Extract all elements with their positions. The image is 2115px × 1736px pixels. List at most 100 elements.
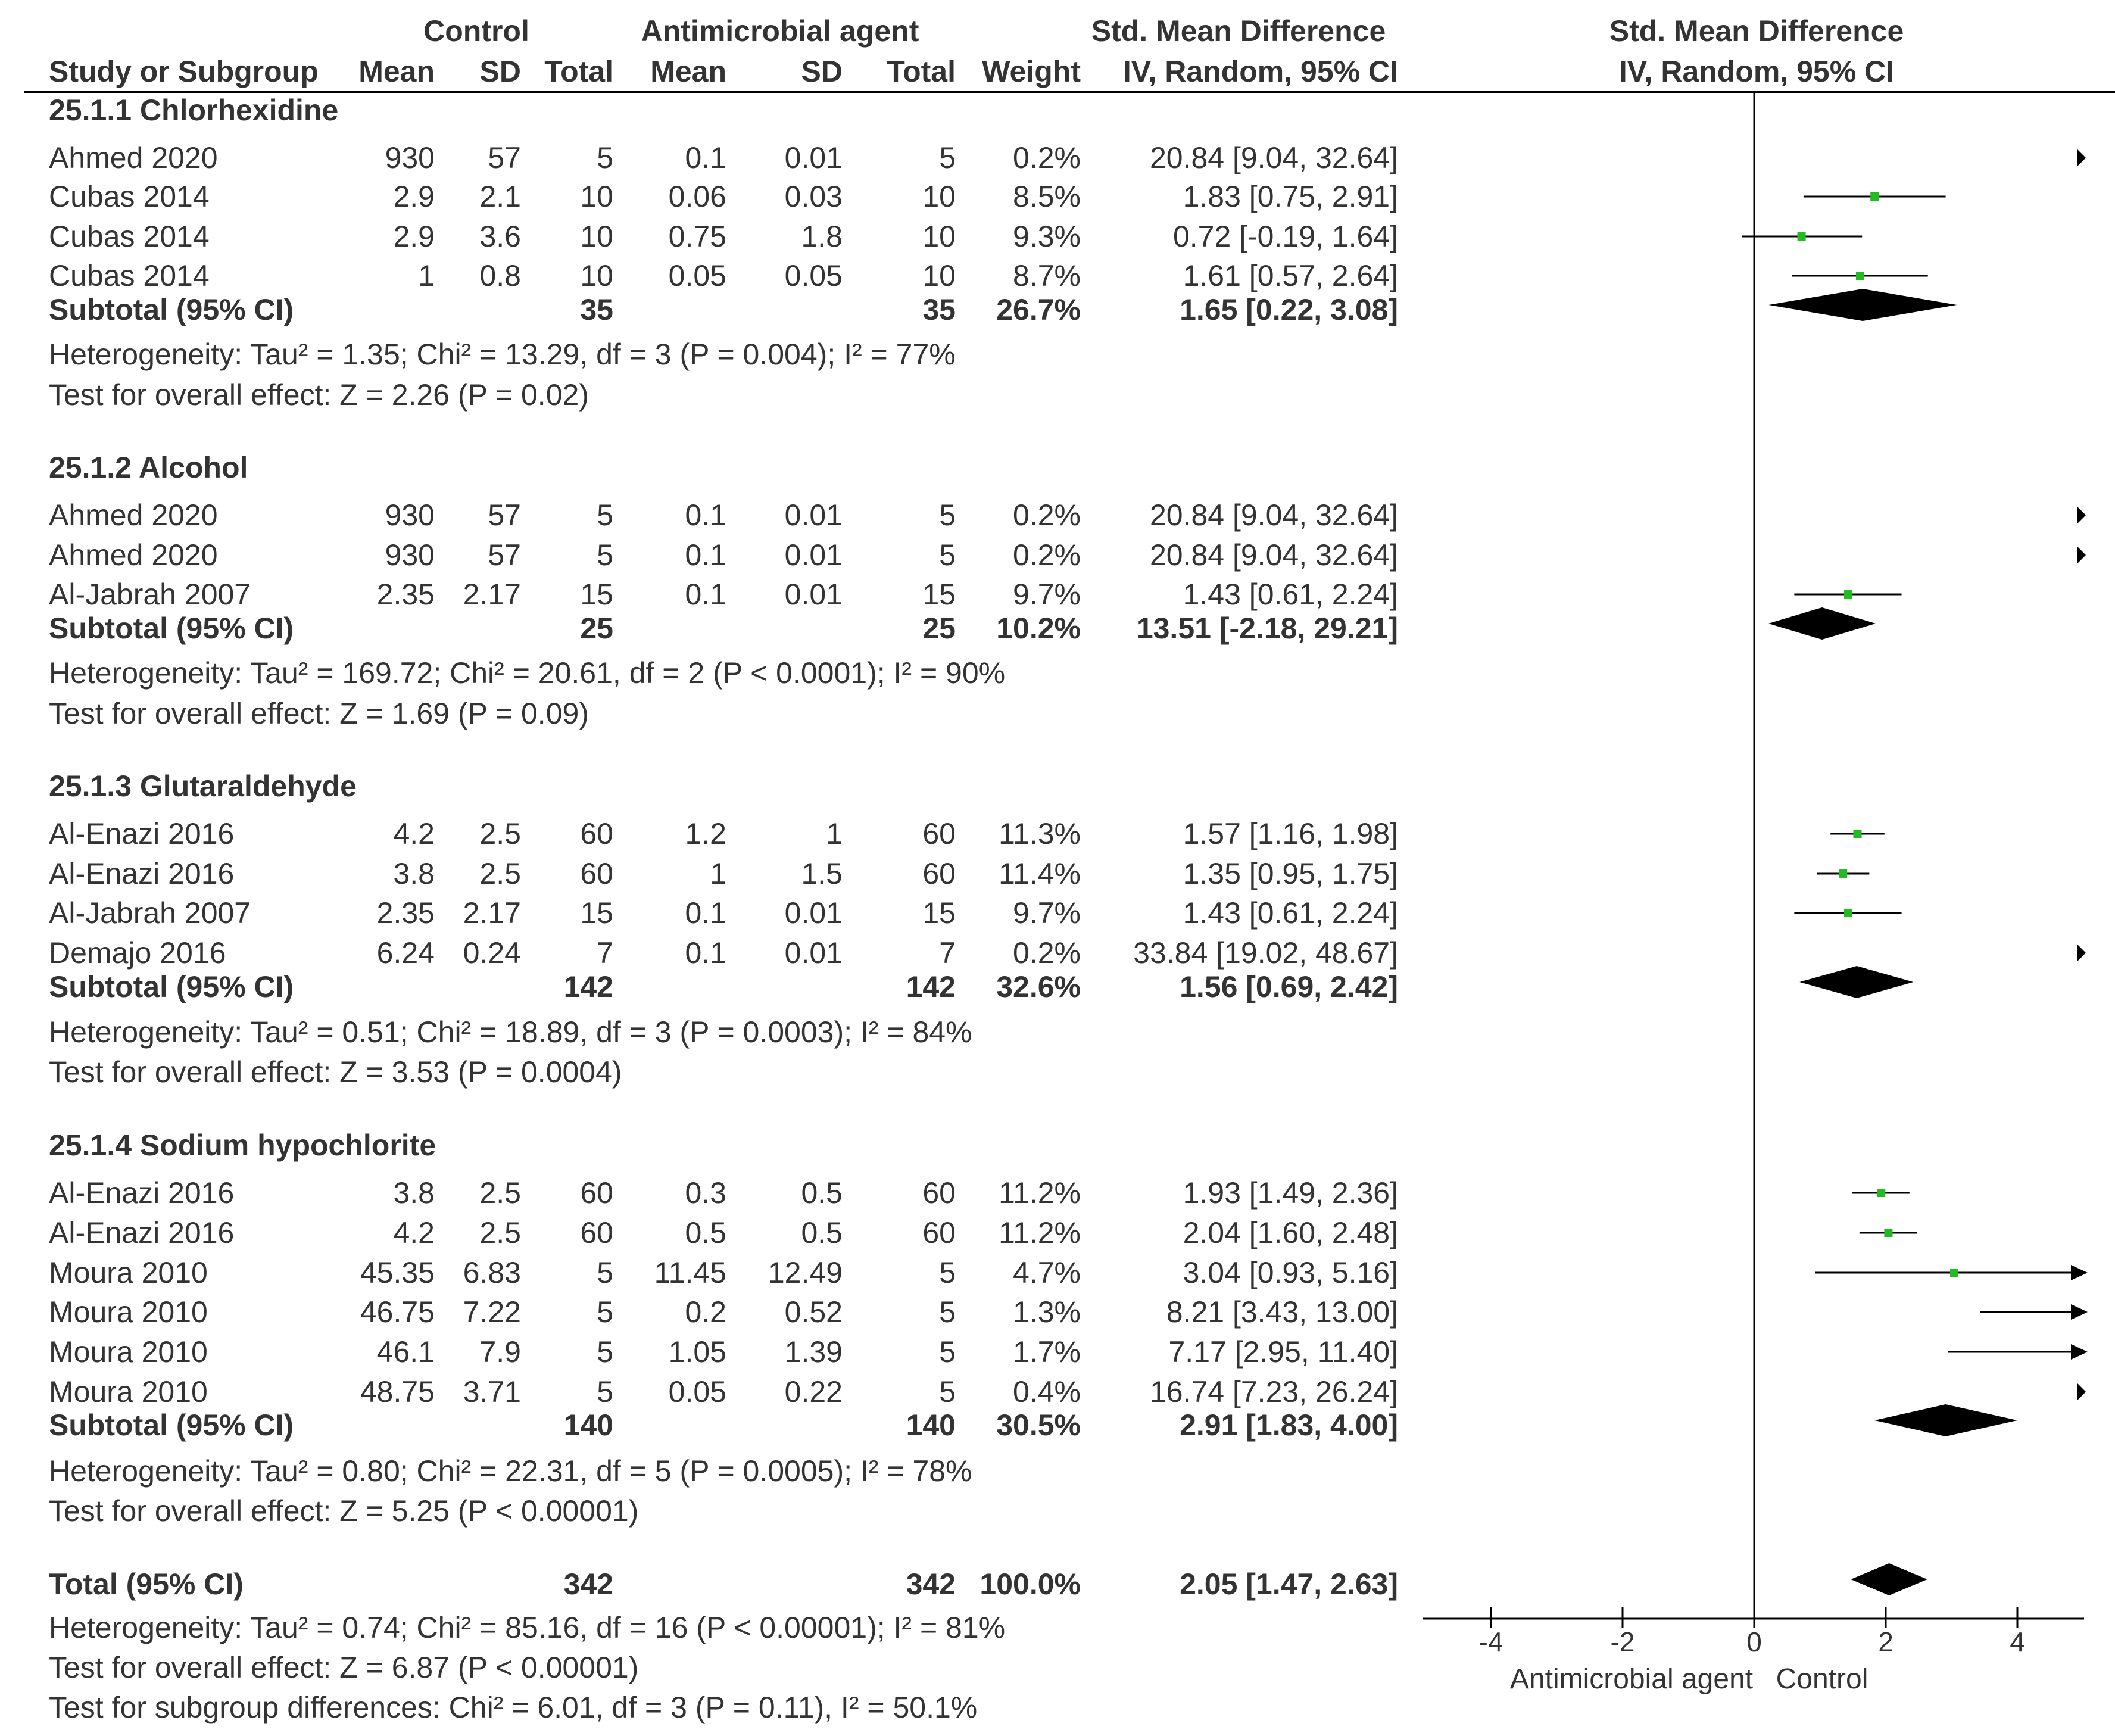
point-estimate <box>1844 590 1853 599</box>
x-tick-label: 2 <box>1878 1626 1893 1657</box>
favours-right-label: Control <box>1776 1663 1868 1695</box>
cell-c-mean: 3.8 <box>393 857 435 890</box>
cell-c-mean: 45.35 <box>360 1256 435 1289</box>
cell-ci: 3.04 [0.93, 5.16] <box>1183 1256 1398 1289</box>
cell-c-mean: 930 <box>385 538 435 572</box>
statistics-note: Test for overall effect: Z = 5.25 (P < 0… <box>49 1494 639 1528</box>
cell-c-total: 5 <box>597 141 613 174</box>
header-method: IV, Random, 95% CI <box>1122 55 1398 88</box>
cell-a-total: 10 <box>922 180 956 213</box>
cell-c-sd: 2.5 <box>479 1216 521 1249</box>
study-name: Cubas 2014 <box>49 259 210 292</box>
statistics-note: Heterogeneity: Tau² = 0.51; Chi² = 18.89… <box>49 1015 972 1049</box>
cell-weight: 0.4% <box>1013 1375 1081 1408</box>
cell-ci: 20.84 [9.04, 32.64] <box>1149 141 1398 174</box>
cell-c-mean: 46.1 <box>376 1335 435 1369</box>
cell-c-sd: 2.5 <box>479 857 521 890</box>
cell-weight: 26.7% <box>996 293 1081 326</box>
point-estimate <box>1877 1189 1886 1197</box>
pooled-diamond <box>1768 289 1957 321</box>
cell-c-total: 140 <box>563 1408 613 1442</box>
cell-a-total: 7 <box>939 936 956 970</box>
header-smd: Std. Mean Difference <box>1091 14 1386 48</box>
header-a-mean: Mean <box>650 55 726 88</box>
cell-a-mean: 0.2 <box>685 1295 726 1329</box>
cell-a-mean: 0.1 <box>685 498 726 532</box>
cell-c-mean: 4.2 <box>393 817 435 850</box>
cell-a-mean: 11.45 <box>654 1256 726 1289</box>
statistics-note: Test for overall effect: Z = 6.87 (P < 0… <box>49 1651 639 1684</box>
cell-c-total: 142 <box>563 970 613 1003</box>
cell-a-mean: 0.1 <box>685 936 726 970</box>
cell-weight: 9.7% <box>1013 896 1081 930</box>
subgroup-heading: 25.1.4 Sodium hypochlorite <box>49 1129 436 1162</box>
cell-ci: 2.05 [1.47, 2.63] <box>1180 1567 1398 1601</box>
cell-c-sd: 0.24 <box>463 936 521 970</box>
cell-a-mean: 1.05 <box>668 1335 726 1369</box>
cell-a-sd: 1.5 <box>801 857 843 890</box>
cell-a-total: 5 <box>939 1375 956 1408</box>
point-estimate <box>1855 272 1864 280</box>
cell-ci: 33.84 [19.02, 48.67] <box>1133 936 1398 970</box>
cell-c-mean: 4.2 <box>393 1216 435 1249</box>
cell-a-sd: 1.39 <box>784 1335 843 1369</box>
cell-a-mean: 0.1 <box>685 896 726 930</box>
header-agent: Antimicrobial agent <box>641 14 919 48</box>
cell-c-total: 60 <box>580 817 613 850</box>
off-scale-marker <box>2077 944 2086 962</box>
statistics-note: Heterogeneity: Tau² = 0.74; Chi² = 85.16… <box>49 1611 1006 1644</box>
cell-a-sd: 12.49 <box>768 1256 843 1289</box>
cell-weight: 0.2% <box>1013 936 1081 970</box>
statistics-note: Heterogeneity: Tau² = 169.72; Chi² = 20.… <box>49 656 1006 690</box>
point-estimate <box>1870 192 1879 201</box>
pooled-diamond <box>1874 1404 2017 1436</box>
study-name: Ahmed 2020 <box>49 141 218 174</box>
point-estimate <box>1839 869 1848 878</box>
statistics-note: Heterogeneity: Tau² = 1.35; Chi² = 13.29… <box>49 338 956 371</box>
cell-a-sd: 0.5 <box>801 1216 843 1249</box>
cell-a-total: 10 <box>922 259 956 292</box>
cell-a-sd: 0.22 <box>784 1375 843 1408</box>
cell-c-mean: 930 <box>385 498 435 532</box>
study-name: Al-Enazi 2016 <box>49 817 235 850</box>
header-rule <box>24 91 2115 93</box>
cell-c-sd: 2.17 <box>463 578 521 611</box>
point-estimate <box>1797 232 1806 241</box>
cell-c-total: 10 <box>580 220 613 253</box>
cell-c-total: 35 <box>580 293 613 326</box>
cell-c-mean: 2.9 <box>393 220 435 253</box>
cell-a-mean: 0.3 <box>685 1176 726 1210</box>
cell-ci: 1.61 [0.57, 2.64] <box>1183 259 1398 292</box>
study-name: Moura 2010 <box>49 1335 208 1369</box>
cell-weight: 1.3% <box>1013 1295 1081 1329</box>
header-a-sd: SD <box>801 55 843 88</box>
cell-c-total: 10 <box>580 180 613 213</box>
cell-weight: 0.2% <box>1013 498 1081 532</box>
study-name: Al-Enazi 2016 <box>49 1216 235 1249</box>
cell-a-sd: 0.01 <box>784 896 843 930</box>
cell-ci: 1.65 [0.22, 3.08] <box>1180 293 1398 326</box>
cell-a-mean: 1.2 <box>685 817 726 850</box>
header-c-mean: Mean <box>358 55 435 88</box>
cell-a-sd: 0.05 <box>784 259 843 292</box>
cell-a-mean: 0.06 <box>668 180 726 213</box>
ci-arrow <box>2071 1344 2088 1360</box>
cell-c-total: 342 <box>563 1567 613 1601</box>
statistics-note: Test for overall effect: Z = 2.26 (P = 0… <box>49 378 589 412</box>
cell-a-mean: 0.5 <box>685 1216 726 1249</box>
header-c-sd: SD <box>479 55 521 88</box>
cell-a-total: 60 <box>922 817 956 850</box>
cell-weight: 8.7% <box>1013 259 1081 292</box>
cell-weight: 11.2% <box>998 1216 1081 1249</box>
cell-weight: 100.0% <box>979 1567 1081 1601</box>
header-method-plot: IV, Random, 95% CI <box>1618 55 1895 88</box>
cell-c-mean: 46.75 <box>360 1295 435 1329</box>
cell-ci: 20.84 [9.04, 32.64] <box>1149 538 1398 572</box>
cell-weight: 4.7% <box>1013 1256 1081 1289</box>
cell-a-total: 5 <box>939 498 956 532</box>
cell-c-total: 25 <box>580 612 613 645</box>
subgroup-heading: 25.1.2 Alcohol <box>49 451 248 484</box>
cell-ci: 7.17 [2.95, 11.40] <box>1168 1335 1399 1369</box>
cell-c-total: 10 <box>580 259 613 292</box>
